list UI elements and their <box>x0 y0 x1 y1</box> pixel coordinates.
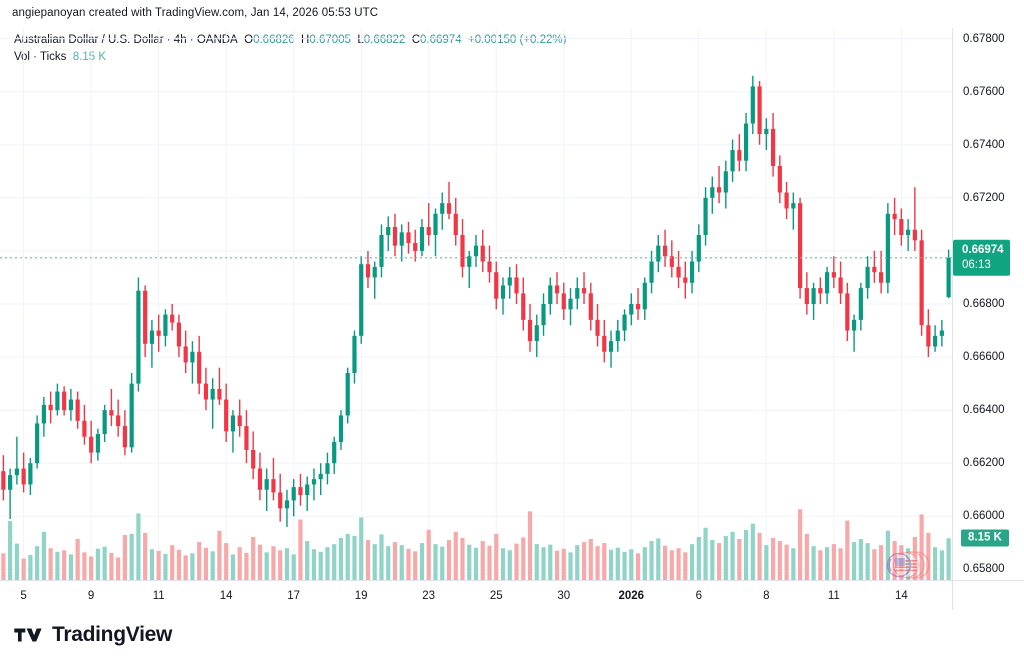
attribution-text: angiepanoyan created with TradingView.co… <box>12 7 379 19</box>
time-axis-tick: 14 <box>894 590 908 602</box>
time-axis-tick: 17 <box>287 590 301 602</box>
price-axis-tick: 0.66200 <box>963 457 1005 470</box>
legend-close-value: 0.66974 <box>420 34 462 46</box>
price-axis-tick: 0.66600 <box>963 351 1005 364</box>
price-axis-tick: 0.67600 <box>963 85 1005 98</box>
price-axis-tick: 0.66800 <box>963 298 1005 310</box>
current-price-time: 06:13 <box>962 258 991 271</box>
legend-high-value: 0.67005 <box>309 34 351 46</box>
time-axis-tick: 11 <box>827 590 840 602</box>
time-axis-tick: 8 <box>763 590 770 602</box>
footer: TradingView <box>0 610 1024 661</box>
price-axis-tick: 0.65800 <box>963 563 1005 576</box>
legend-interval[interactable]: 4h <box>173 34 187 46</box>
price-axis-tick: 0.66400 <box>963 404 1005 417</box>
legend-symbol-row: Australian Dollar / U.S. Dollar · 4h · O… <box>14 34 567 46</box>
legend-open-label: O <box>244 34 254 46</box>
time-axis-tick: 2026 <box>618 590 645 602</box>
volume-badge[interactable]: 8.15 K <box>961 529 1009 547</box>
price-axis[interactable]: 0.678000.676000.674000.672000.670000.668… <box>952 28 1024 580</box>
price-axis-tick: 0.67200 <box>963 191 1005 204</box>
time-axis-tick: 30 <box>557 590 571 602</box>
price-axis-tick: 0.67400 <box>963 138 1005 151</box>
tradingview-mark-icon <box>14 627 42 642</box>
currency-pair-flags-icon <box>886 551 930 579</box>
candlestick-svg <box>0 28 952 580</box>
legend-volume-value: 8.15 K <box>72 51 107 64</box>
tradingview-wordmark: TradingView <box>52 623 173 646</box>
legend-volume-title[interactable]: Vol · Ticks <box>14 51 67 64</box>
legend-exchange: OANDA <box>196 34 238 46</box>
legend-open-value: 0.66826 <box>253 34 295 46</box>
time-axis-tick: 19 <box>354 590 368 602</box>
legend-low-value: 0.66822 <box>363 34 406 46</box>
chart-plot-area[interactable] <box>0 28 952 580</box>
legend-change-percent: (+0.22%) <box>519 34 567 46</box>
legend-change: +0.00150 <box>467 34 517 46</box>
current-price-value: 0.66974 <box>962 243 1004 256</box>
price-axis-tick: 0.66000 <box>963 510 1005 523</box>
time-axis-tick: 6 <box>695 590 702 602</box>
legend-symbol[interactable]: Australian Dollar / U.S. Dollar <box>14 34 164 46</box>
time-axis-tick: 5 <box>20 590 27 602</box>
chart-legend: Australian Dollar / U.S. Dollar · 4h · O… <box>14 32 566 66</box>
time-axis[interactable]: 5 9 11 14 17 19 23 25 30 2026 6 8 11 14 <box>0 580 952 610</box>
tradingview-logo[interactable]: TradingView <box>14 624 172 645</box>
legend-low-label: L <box>357 34 364 46</box>
current-price-badge[interactable]: 0.66974 06:13 <box>953 239 1010 277</box>
legend-volume-row: Vol · Ticks 8.15 K <box>14 49 566 65</box>
time-axis-tick: 14 <box>219 590 233 602</box>
time-axis-tick: 11 <box>152 590 165 602</box>
time-axis-tick: 9 <box>87 590 95 602</box>
time-axis-tick: 25 <box>489 590 503 602</box>
axis-corner <box>952 580 1024 610</box>
legend-close-label: C <box>411 34 421 46</box>
price-axis-tick: 0.67800 <box>963 32 1005 45</box>
time-axis-tick: 23 <box>422 590 436 602</box>
legend-high-label: H <box>301 34 310 46</box>
